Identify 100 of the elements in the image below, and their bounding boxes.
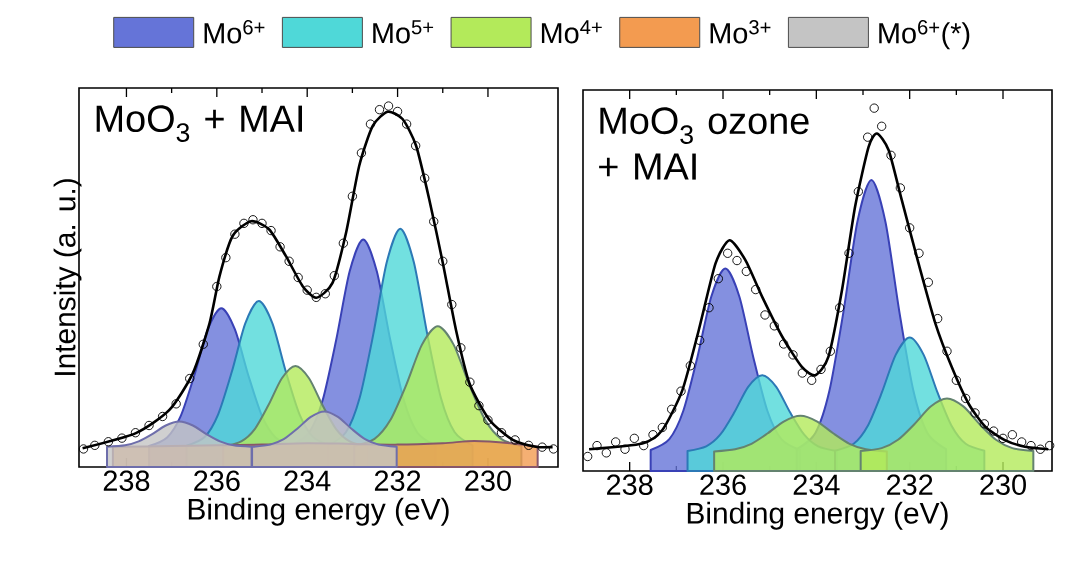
point: [266, 225, 276, 236]
point: [835, 303, 845, 313]
x-tick-label: 232: [887, 474, 933, 495]
point: [257, 218, 267, 228]
y-axis-title: Intensity (a. u.): [53, 179, 82, 375]
point: [877, 121, 887, 131]
point: [905, 223, 915, 233]
x-tick-label: 234: [284, 470, 331, 491]
point: [914, 248, 924, 258]
point: [844, 248, 854, 258]
point: [676, 386, 686, 396]
point: [144, 420, 154, 431]
point: [548, 444, 559, 454]
x-tick-label: 236: [194, 470, 240, 491]
point: [667, 404, 677, 414]
point: [537, 442, 547, 452]
x-tick-label: 238: [103, 470, 150, 491]
legend-label: Mo$^{5+}$: [373, 20, 434, 44]
point: [447, 299, 457, 310]
point: [239, 218, 249, 228]
point: [320, 289, 330, 299]
point: [411, 141, 421, 151]
point: [117, 433, 127, 443]
point: [592, 440, 602, 451]
point: [347, 191, 358, 201]
point: [374, 105, 385, 115]
point: [103, 437, 114, 447]
x-tick-label: 238: [607, 474, 653, 495]
point: [456, 343, 466, 353]
point: [1017, 437, 1027, 447]
point: [620, 444, 630, 454]
point: [1026, 440, 1036, 451]
point: [629, 433, 639, 443]
point: [1035, 444, 1045, 454]
point: [825, 346, 835, 356]
point: [420, 173, 430, 183]
point: [685, 361, 695, 371]
point: [863, 132, 873, 142]
point: [583, 451, 593, 462]
point: [1045, 440, 1055, 451]
point: [474, 400, 484, 411]
point: [695, 335, 705, 346]
point: [275, 242, 285, 252]
point: [923, 277, 933, 287]
point: [302, 285, 312, 295]
point: [198, 339, 208, 349]
point: [465, 377, 475, 387]
legend-label: Mo$^{3+}$: [710, 20, 771, 44]
point: [157, 411, 168, 422]
point: [496, 428, 507, 438]
point: [648, 430, 658, 440]
x-tick-label: 230: [465, 470, 511, 491]
annotation: MoO$_{3}$ + MAI: [96, 105, 302, 142]
point: [970, 408, 980, 418]
point: [961, 393, 971, 404]
point: [895, 183, 905, 193]
point: [483, 415, 493, 425]
point: [185, 373, 195, 384]
point: [741, 266, 751, 277]
point: [171, 399, 181, 409]
point: [713, 274, 723, 284]
point: [284, 256, 294, 266]
point: [704, 303, 714, 313]
point: [657, 422, 667, 433]
point: [311, 292, 321, 302]
point: [732, 255, 742, 266]
point: [248, 215, 258, 225]
point: [130, 428, 141, 438]
point: [401, 119, 412, 129]
x-tick-label: 236: [700, 474, 746, 495]
point: [951, 375, 961, 385]
point: [723, 248, 733, 258]
point: [90, 440, 100, 450]
point: [611, 437, 621, 447]
point: [510, 435, 520, 445]
point: [779, 339, 789, 349]
point: [807, 375, 817, 385]
point: [769, 321, 779, 331]
x-tick-label: 232: [374, 470, 421, 491]
point: [338, 238, 348, 248]
point: [329, 271, 339, 281]
point: [639, 440, 649, 451]
point: [760, 310, 770, 320]
point: [293, 272, 303, 283]
x-axis-title: Binding energy (eV): [687, 501, 948, 530]
legend-label: Mo$^{6+}$: [204, 20, 265, 44]
point: [816, 364, 826, 375]
point: [886, 150, 896, 160]
point: [438, 256, 448, 266]
point: [998, 433, 1008, 443]
point: [78, 444, 89, 454]
point: [942, 346, 952, 356]
point: [869, 103, 879, 113]
point: [212, 281, 222, 292]
point: [601, 448, 611, 458]
x-tick-label: 230: [980, 474, 1026, 495]
point: [989, 426, 999, 436]
point: [429, 216, 439, 227]
point: [383, 101, 394, 111]
point: [523, 440, 534, 450]
